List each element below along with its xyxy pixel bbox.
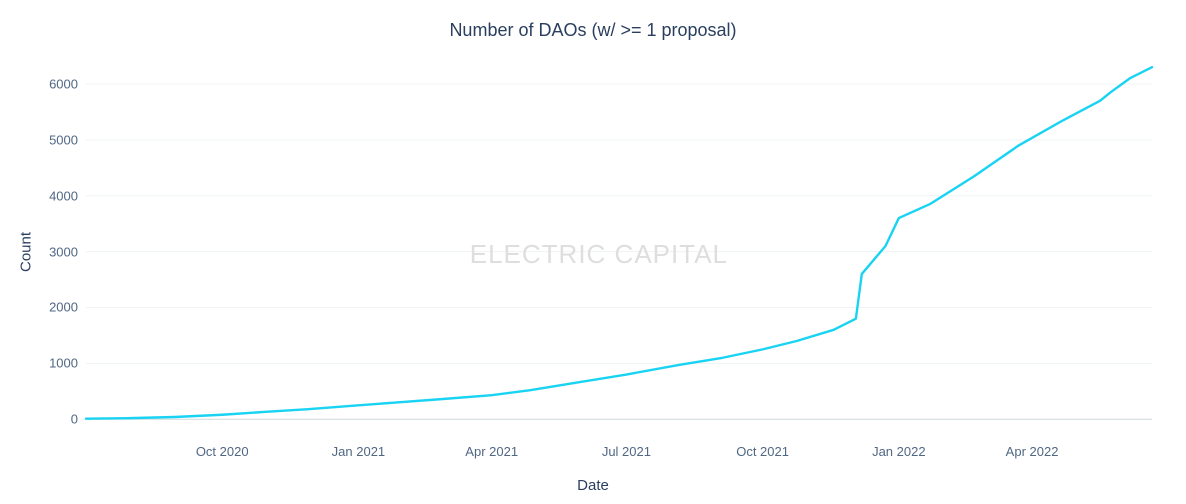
chart-title: Number of DAOs (w/ >= 1 proposal) (0, 20, 1186, 41)
y-tick-label: 2000 (49, 300, 86, 315)
plot-svg (86, 56, 1152, 436)
y-tick-label: 3000 (49, 244, 86, 259)
y-tick-label: 1000 (49, 356, 86, 371)
x-axis-label: Date (0, 477, 1186, 494)
x-tick-label: Oct 2020 (196, 436, 249, 459)
x-tick-label: Apr 2021 (465, 436, 518, 459)
y-tick-label: 4000 (49, 188, 86, 203)
x-tick-label: Jul 2021 (602, 436, 651, 459)
x-tick-label: Jan 2022 (872, 436, 926, 459)
x-tick-label: Apr 2022 (1006, 436, 1059, 459)
line-series-dao_count (86, 67, 1152, 419)
x-tick-label: Oct 2021 (736, 436, 789, 459)
y-tick-label: 0 (71, 412, 86, 427)
plot-area: ELECTRIC CAPITAL 01000200030004000500060… (86, 56, 1152, 436)
x-tick-label: Jan 2021 (332, 436, 386, 459)
chart-container: Number of DAOs (w/ >= 1 proposal) Count … (0, 0, 1186, 504)
y-tick-label: 6000 (49, 76, 86, 91)
y-tick-label: 5000 (49, 132, 86, 147)
y-axis-label: Count (18, 232, 35, 272)
